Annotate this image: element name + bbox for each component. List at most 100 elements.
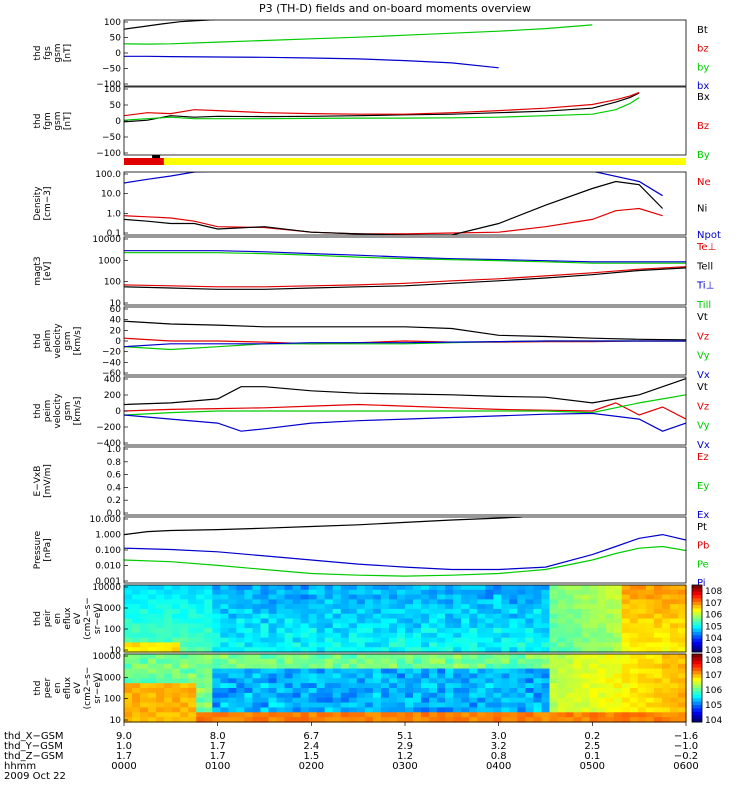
y-tick-label: −100	[96, 149, 121, 159]
spectrogram-cell	[597, 623, 607, 629]
spectrogram-cell	[605, 692, 615, 699]
spectrogram-cell	[124, 712, 133, 718]
spectrogram-cell	[188, 668, 197, 675]
spectrogram-cell	[300, 683, 310, 689]
spectrogram-cell	[372, 658, 382, 665]
x-axis-tick-value: 1.5	[303, 751, 319, 762]
legend-label: Pt	[697, 522, 707, 533]
spectrogram-cell	[244, 692, 254, 699]
spectrogram-cell	[565, 688, 575, 694]
spectrogram-cell	[501, 647, 510, 653]
spectrogram-cell	[260, 613, 270, 620]
spectrogram-cell	[613, 599, 623, 605]
spectrogram-cell	[348, 712, 358, 718]
spectrogram-cell	[557, 613, 567, 620]
spectrogram-cell	[212, 604, 221, 610]
spectrogram-cell	[597, 632, 607, 639]
spectrogram-cell	[140, 717, 149, 723]
spectrogram-cell	[140, 683, 149, 689]
spectrogram-cell	[204, 683, 213, 689]
spectrogram-cell	[156, 678, 165, 684]
spectrogram-cell	[252, 647, 262, 653]
colorbar-segment	[692, 615, 702, 619]
spectrogram-cell	[332, 673, 342, 679]
spectrogram-cell	[605, 589, 615, 596]
spectrogram-cell	[148, 683, 157, 689]
spectrogram-cell	[292, 628, 302, 634]
spectrogram-cell	[525, 717, 535, 723]
spectrogram-cell	[140, 628, 149, 634]
spectrogram-cell	[284, 613, 294, 620]
spectrogram-cell	[485, 632, 494, 639]
spectrogram-cell	[332, 717, 342, 723]
spectrogram-cell	[541, 712, 551, 718]
plot-title: P3 (TH-D) fields and on-board moments ov…	[259, 2, 531, 15]
spectrogram-cell	[629, 642, 639, 648]
x-axis-tick-value: 1.0	[116, 741, 132, 752]
y-tick-label: −50	[102, 65, 121, 75]
spectrogram-cell	[292, 692, 302, 699]
spectrogram-cell	[228, 637, 237, 644]
spectrogram-cell	[220, 663, 229, 670]
legend-label: Ti⊥	[696, 281, 714, 292]
spectrogram-cell	[477, 692, 486, 699]
spectrogram-cell	[276, 594, 286, 600]
spectrogram-cell	[533, 604, 543, 610]
y-tick-label: 200	[104, 391, 121, 401]
spectrogram-cell	[308, 702, 318, 709]
spectrogram-cell	[316, 692, 326, 699]
spectrogram-cell	[164, 632, 173, 639]
spectrogram-cell	[581, 608, 591, 615]
spectrogram-cell	[421, 673, 430, 679]
spectrogram-cell	[308, 707, 318, 713]
spectrogram-cell	[629, 613, 639, 620]
spectrogram-cell	[236, 623, 246, 629]
spectrogram-cell	[477, 642, 486, 648]
spectrogram-cell	[180, 663, 189, 670]
y-tick-label: 1.0	[107, 445, 122, 455]
spectrogram-cell	[589, 697, 599, 704]
spectrogram-cell	[565, 697, 575, 704]
spectrogram-cell	[573, 599, 583, 605]
spectrogram-cell	[533, 613, 543, 620]
spectrogram-cell	[212, 712, 221, 718]
spectrogram-cell	[605, 585, 615, 591]
spectrogram-cell	[469, 654, 478, 660]
spectrogram-cell	[629, 683, 639, 689]
spectrogram-cell	[605, 707, 615, 713]
spectrogram-cell	[437, 712, 446, 718]
spectrogram-cell	[284, 618, 294, 624]
spectrogram-cell	[501, 668, 510, 675]
spectrogram-cell	[396, 717, 406, 723]
spectrogram-cell	[148, 692, 157, 699]
series-line-Vx	[124, 412, 686, 432]
spectrogram-cell	[541, 632, 551, 639]
spectrogram-cell	[557, 658, 567, 665]
spectrogram-cell	[461, 712, 470, 718]
spectrogram-cell	[324, 647, 334, 653]
spectrogram-cell	[677, 594, 687, 600]
spectrogram-cell	[557, 637, 567, 644]
spectrogram-cell	[148, 712, 157, 718]
spectrogram-cell	[260, 589, 270, 596]
spectrogram-cell	[388, 604, 398, 610]
spectrogram-cell	[148, 702, 157, 709]
spectrogram-cell	[340, 654, 350, 660]
spectrogram-cell	[597, 707, 607, 713]
spectrogram-cell	[653, 637, 663, 644]
spectrogram-cell	[501, 642, 510, 648]
spectrogram-cell	[236, 678, 246, 684]
spectrogram-cell	[549, 608, 559, 615]
spectrogram-cell	[172, 604, 181, 610]
spectrogram-cell	[244, 632, 254, 639]
spectrogram-cell	[308, 663, 318, 670]
spectrogram-cell	[348, 702, 358, 709]
y-tick-label: 20	[110, 326, 122, 336]
spectrogram-cell	[348, 647, 358, 653]
spectrogram-cell	[180, 628, 189, 634]
spectrogram-cell	[188, 702, 197, 709]
spectrogram-cell	[292, 678, 302, 684]
spectrogram-cell	[557, 697, 567, 704]
spectrogram-cell	[244, 683, 254, 689]
spectrogram-cell	[461, 618, 470, 624]
